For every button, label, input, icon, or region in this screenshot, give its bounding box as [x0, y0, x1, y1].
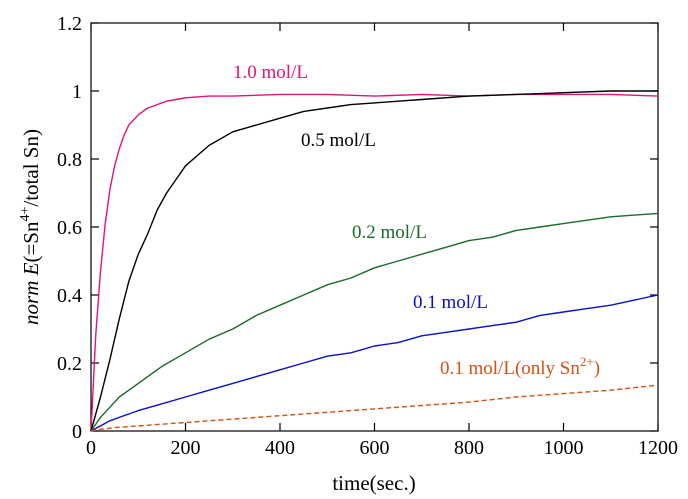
- y-tick-label: 1.2: [57, 13, 82, 35]
- series-line-0: [90, 93, 659, 432]
- series-line-4: [90, 384, 659, 432]
- y-tick-label: 0.4: [57, 285, 82, 307]
- x-axis-title: time(sec.): [332, 471, 415, 495]
- x-tick-label: 0: [86, 437, 96, 459]
- series-label-0-5: 0.5 mol/L: [301, 130, 376, 151]
- series-line-1: [90, 90, 658, 432]
- y-axis-title-sup: 4+: [18, 207, 33, 222]
- series-label-0-1: 0.1 mol/L: [413, 292, 488, 313]
- y-axis-title-norm: norm: [19, 281, 43, 325]
- y-tick-label: 0.8: [57, 149, 82, 171]
- series-line-3: [90, 294, 659, 432]
- ticks: 0 200 400 600 800 1000 1200 0 0.2 0.4 0.6 0.8 1 1.2: [57, 13, 678, 459]
- x-tick-label: 1200: [638, 437, 678, 459]
- x-tick-label: 200: [171, 437, 201, 459]
- series-line-2: [90, 212, 659, 432]
- y-axis-title-post: /total Sn): [19, 129, 43, 207]
- y-tick-label: 0.2: [57, 353, 82, 375]
- y-tick-label: 0: [72, 421, 82, 443]
- y-axis-title-e: E: [19, 262, 43, 276]
- series-label-1-0: 1.0 mol/L: [233, 62, 308, 83]
- x-tick-label: 800: [454, 437, 484, 459]
- series-label-0-2: 0.2 mol/L: [352, 222, 427, 243]
- y-tick-label: 1: [72, 81, 82, 103]
- series-label-0-1-only-sn2: 0.1 mol/L(only Sn2+): [440, 354, 600, 379]
- series-label-sn2-post: ): [594, 358, 600, 379]
- y-axis-title: norm E(=Sn4+/total Sn): [18, 129, 43, 325]
- series-label-sn2-pre: 0.1 mol/L(only Sn: [440, 358, 580, 379]
- y-axis-title-pre: (=Sn: [19, 221, 43, 263]
- series-label-sn2-sup: 2+: [580, 354, 594, 369]
- y-tick-label: 0.6: [57, 217, 82, 239]
- x-tick-label: 600: [360, 437, 390, 459]
- series-lines: [90, 90, 659, 432]
- x-tick-label: 1000: [544, 437, 584, 459]
- x-tick-label: 400: [265, 437, 295, 459]
